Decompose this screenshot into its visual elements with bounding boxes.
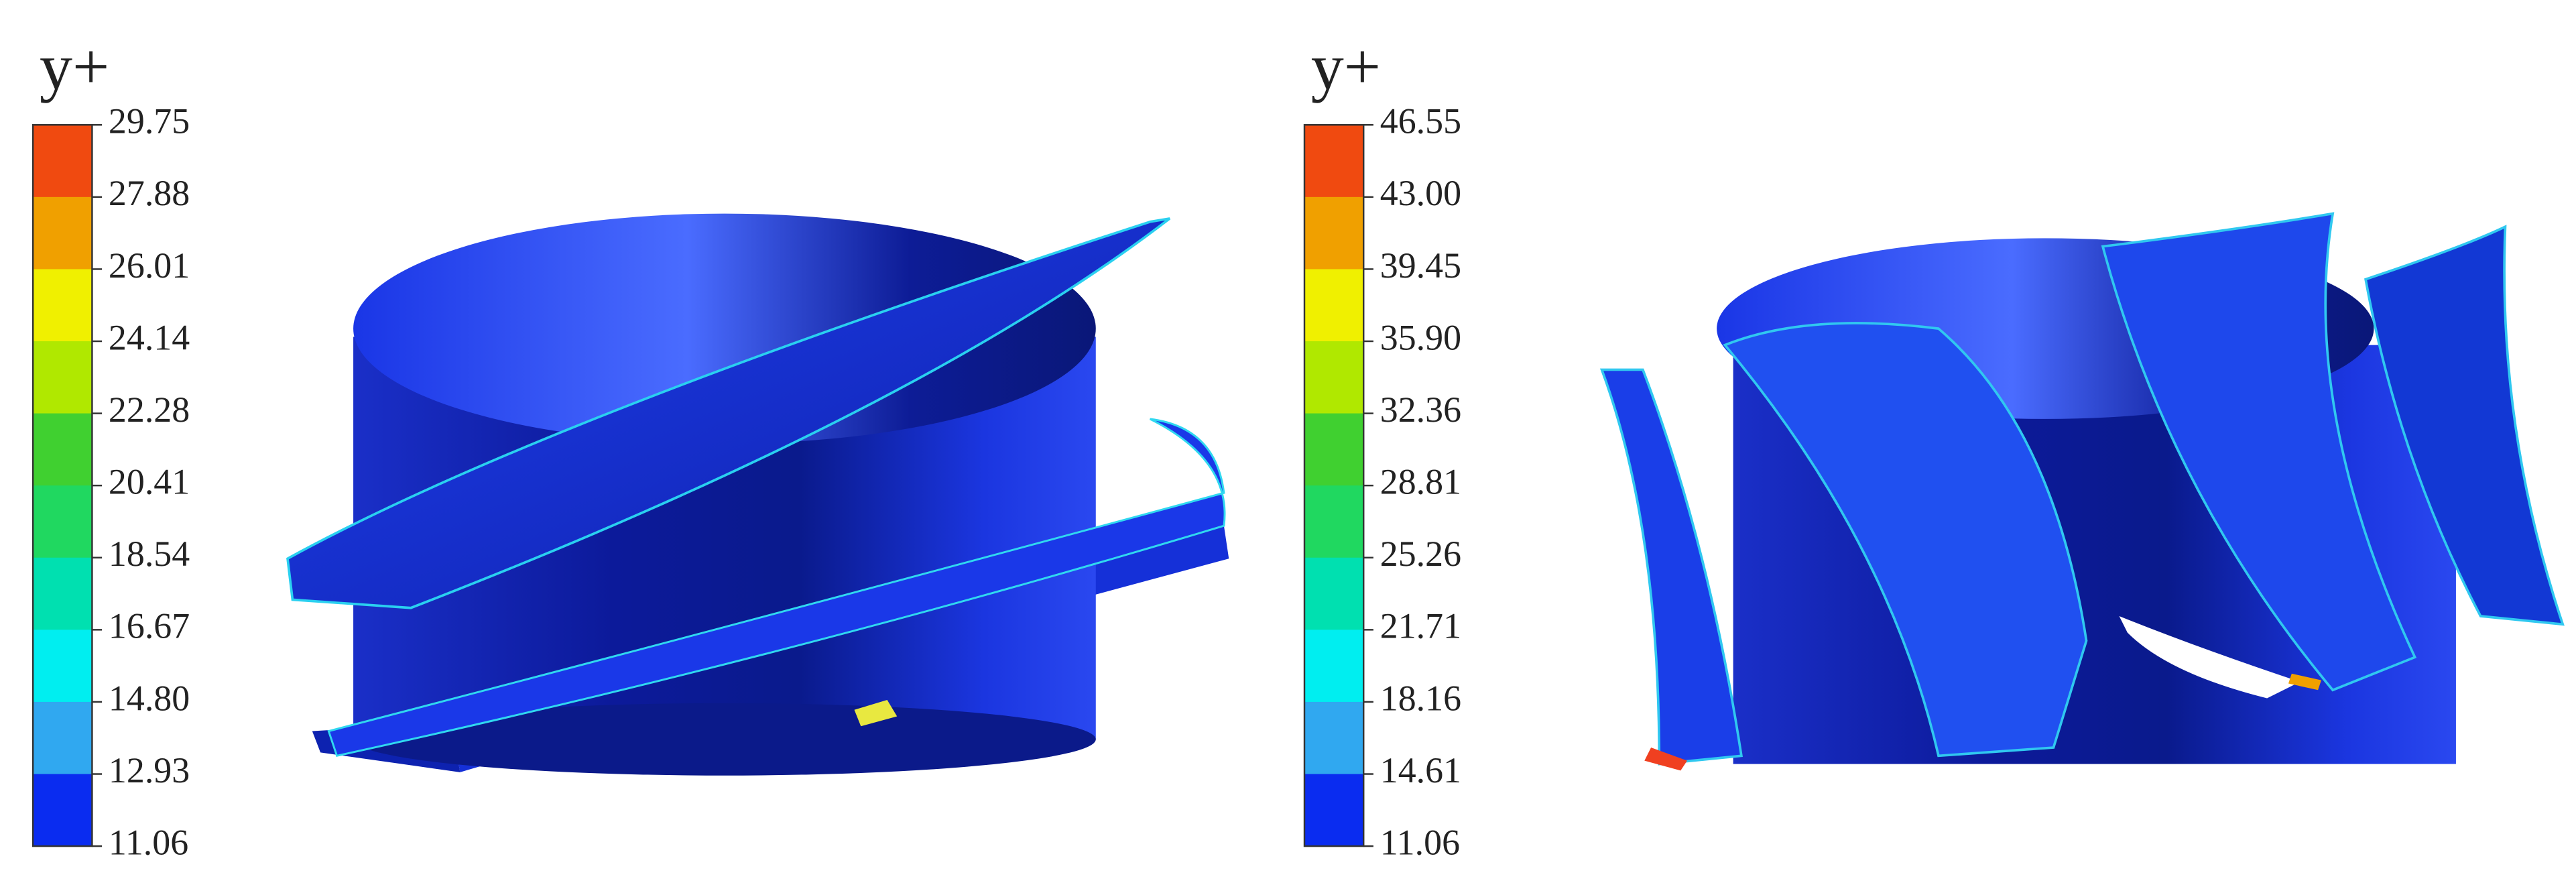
color-band	[33, 413, 93, 486]
hub-top	[353, 213, 1096, 444]
tick-label: 16.67	[109, 606, 190, 646]
tick-label: 21.71	[1380, 606, 1461, 646]
tick-label: 26.01	[109, 245, 190, 286]
color-band	[1304, 125, 1364, 198]
tick-label: 20.41	[109, 462, 190, 502]
color-band	[1304, 413, 1364, 486]
gap	[2119, 616, 2301, 699]
color-band	[1304, 485, 1364, 558]
tick-label: 11.06	[1380, 822, 1460, 862]
color-band	[1304, 269, 1364, 342]
tick-label: 18.16	[1380, 678, 1461, 718]
blade	[1723, 322, 2088, 758]
color-band	[1304, 701, 1364, 775]
color-band	[1304, 341, 1364, 414]
color-band	[33, 630, 93, 703]
tick-label: 24.14	[109, 317, 190, 357]
color-band	[33, 774, 93, 847]
tick-label: 28.81	[1380, 462, 1461, 502]
color-band	[33, 701, 93, 775]
tick-label: 43.00	[1380, 173, 1461, 213]
tick-label: 12.93	[109, 750, 190, 790]
legend-title: y+	[1311, 31, 1381, 103]
hub-bottom	[353, 703, 1096, 776]
color-band	[1304, 630, 1364, 703]
tick-label: 14.80	[109, 678, 190, 718]
color-band	[33, 557, 93, 631]
color-band	[33, 341, 93, 414]
hotspot	[2288, 673, 2321, 691]
tick-label: 22.28	[109, 390, 190, 430]
left-render	[286, 213, 1229, 776]
tick-label: 29.75	[109, 101, 190, 141]
tick-label: 32.36	[1380, 390, 1461, 430]
blade	[286, 217, 1171, 609]
blade	[2364, 225, 2565, 626]
color-band	[33, 485, 93, 558]
color-band	[1304, 774, 1364, 847]
color-band	[33, 269, 93, 342]
color-band	[1304, 557, 1364, 631]
hotspot	[1644, 748, 1688, 771]
blade	[327, 418, 1226, 758]
tick-label: 39.45	[1380, 245, 1461, 286]
legend-title: y+	[40, 31, 109, 103]
tick-label: 46.55	[1380, 101, 1461, 141]
color-band	[33, 125, 93, 198]
color-band	[33, 196, 93, 270]
tick-label: 27.88	[109, 173, 190, 213]
blade	[2101, 212, 2417, 692]
tick-label: 25.26	[1380, 534, 1461, 574]
right-render	[1599, 212, 2565, 771]
tick-label: 14.61	[1380, 750, 1461, 790]
blade	[1599, 368, 1743, 766]
tick-label: 11.06	[109, 822, 188, 862]
tick-label: 18.54	[109, 534, 190, 574]
hotspot	[854, 699, 898, 727]
tick-label: 35.90	[1380, 317, 1461, 357]
color-band	[1304, 196, 1364, 270]
